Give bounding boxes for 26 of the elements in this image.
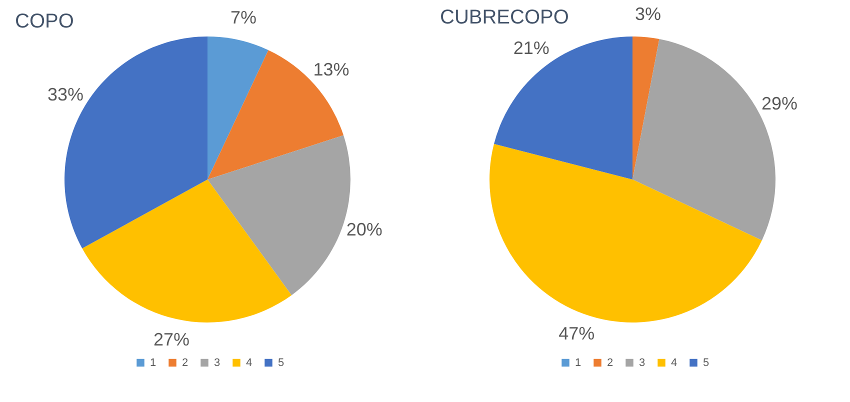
data-label: 47% bbox=[558, 324, 595, 344]
data-label: 29% bbox=[762, 94, 798, 114]
data-label: 27% bbox=[153, 330, 190, 350]
chart-title: COPO bbox=[15, 10, 74, 32]
legend-label: 3 bbox=[639, 356, 646, 369]
pie-slice bbox=[208, 36, 268, 180]
legend-label: 3 bbox=[214, 356, 220, 369]
data-label: 20% bbox=[346, 219, 382, 240]
data-label: 3% bbox=[635, 4, 662, 24]
legend-label: 4 bbox=[246, 356, 252, 369]
data-label: 33% bbox=[47, 84, 84, 105]
legend-label: 5 bbox=[703, 356, 710, 369]
chart-title: CUBRECOPO bbox=[440, 6, 569, 28]
legend-label: 4 bbox=[671, 356, 678, 369]
data-label: 13% bbox=[313, 59, 350, 80]
pie-slice bbox=[494, 36, 632, 180]
data-label: 21% bbox=[513, 38, 550, 58]
legend-label: 2 bbox=[182, 356, 188, 369]
legend-label: 5 bbox=[278, 356, 284, 369]
legend-label: 1 bbox=[575, 356, 582, 369]
pie-slice bbox=[82, 180, 292, 322]
data-label: 7% bbox=[230, 7, 256, 28]
legend-label: 1 bbox=[150, 356, 156, 369]
pie-slice bbox=[632, 36, 660, 180]
legend-label: 2 bbox=[607, 356, 614, 369]
pie-slice bbox=[490, 144, 762, 322]
